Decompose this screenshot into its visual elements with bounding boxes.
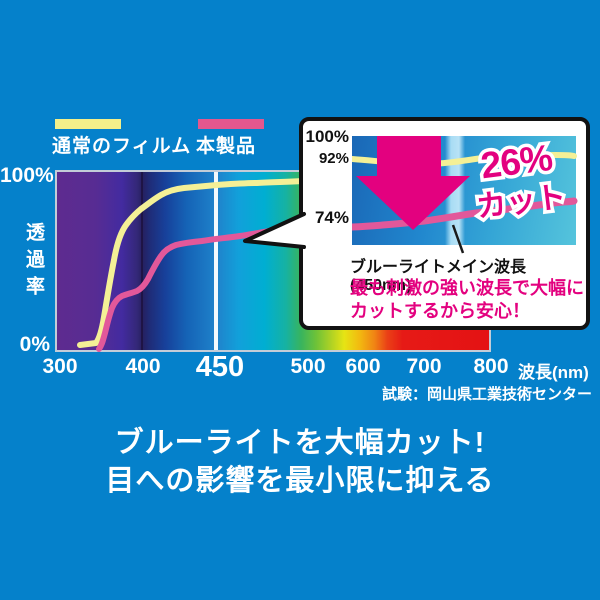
callout-label-74pct: 74% <box>314 208 349 227</box>
x-tick-700: 700 <box>406 355 442 378</box>
headline-line2: 目への影響を最小限に抑える <box>105 465 495 497</box>
x-tick-450-emphasized: 450 <box>195 351 245 383</box>
legend-swatch-normal-film <box>55 119 121 129</box>
headline-line1: ブルーライトを大幅カット! <box>114 427 486 459</box>
headline: ブルーライトを大幅カット! 目への影響を最小限に抑える <box>15 424 585 500</box>
highlight-line-450nm <box>214 172 218 350</box>
y-axis-title: 透過率 <box>23 222 44 303</box>
inset-450nm-band <box>445 136 465 245</box>
callout-note-line2: カットするから安心！ <box>350 301 530 321</box>
y-axis-min-label: 0% <box>19 333 50 356</box>
callout-note-line1: 最も刺激の強い波長で大幅に <box>350 278 584 298</box>
y-axis-max-label: 100% <box>0 164 54 187</box>
cut-badge: 26% 26% カット カット <box>464 133 572 227</box>
gridline-400nm <box>141 172 143 350</box>
legend-label-normal-film: 通常のフィルム <box>52 136 192 157</box>
x-tick-400: 400 <box>125 355 161 378</box>
callout-label-100pct: 100% <box>305 127 349 146</box>
legend-label-product: 本製品 <box>196 136 257 157</box>
x-axis-unit-label: 波長(nm) <box>518 363 589 382</box>
x-tick-300: 300 <box>42 355 78 378</box>
callout-label-92pct: 92% <box>318 150 349 167</box>
callout-box: 100% 92% 74% 26% 26% カット カット ブルーライトメイン波長… <box>299 117 590 330</box>
x-tick-600: 600 <box>345 355 381 378</box>
legend-swatch-product <box>198 119 264 129</box>
test-source-note: 試験：岡山県工業技術センター <box>381 386 592 403</box>
callout-tail <box>243 212 306 249</box>
x-tick-500: 500 <box>290 355 326 378</box>
blue-light-wavelength-label: ブルーライトメイン波長 (450nm) <box>350 259 527 294</box>
x-tick-800: 800 <box>473 355 509 378</box>
